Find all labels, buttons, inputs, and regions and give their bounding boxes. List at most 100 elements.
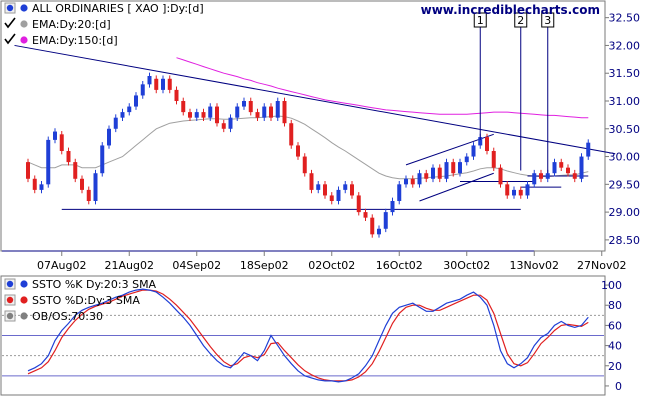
- candle-down: [356, 195, 361, 213]
- price-y-tick-label: 28.50: [609, 234, 641, 247]
- legend-label: EMA:Dy:150:[d]: [32, 34, 118, 47]
- x-tick-label: 04Sep02: [172, 259, 221, 272]
- candle-up: [343, 184, 348, 190]
- candle-down: [329, 195, 334, 201]
- candle-up: [140, 84, 145, 96]
- marker-label: 2: [517, 14, 524, 27]
- legend-color-dot: [20, 4, 28, 12]
- candle-up: [478, 137, 483, 146]
- legend-dot-icon: [6, 312, 14, 320]
- candle-down: [66, 151, 71, 163]
- candle-up: [579, 156, 584, 179]
- candle-up: [242, 101, 246, 107]
- x-tick-label: 27Nov02: [577, 259, 626, 272]
- candle-up: [235, 106, 240, 118]
- price-y-tick-label: 32.50: [609, 12, 641, 25]
- candle-up: [458, 162, 462, 174]
- candle-up: [100, 145, 105, 174]
- legend-color-dot: [20, 296, 28, 304]
- marker-label: 1: [477, 14, 484, 27]
- candle-down: [221, 123, 226, 129]
- candle-down: [269, 106, 273, 118]
- candle-up: [262, 106, 267, 118]
- candle-down: [350, 184, 354, 196]
- legend-color-dot: [20, 280, 28, 288]
- trendline: [419, 172, 494, 202]
- candle-up: [228, 117, 233, 129]
- stochastic-line: [27, 289, 589, 382]
- candle-up: [120, 112, 125, 118]
- price-legend: ALL ORDINARIES [ XAO ]:Dy:[d] EMA:Dy:20:[…: [4, 2, 204, 47]
- candle-down: [437, 167, 442, 179]
- candle-up: [316, 184, 321, 190]
- candle-up: [377, 228, 381, 235]
- legend-label: EMA:Dy:20:[d]: [32, 18, 111, 31]
- candle-up: [417, 173, 422, 185]
- legend-label: SSTO %D:Dy:3 SMA: [32, 294, 140, 307]
- price-x-ticks: 07Aug02 21Aug02 04Sep02 18Sep02 02Oct02 16Oct…: [37, 251, 626, 272]
- ema150-line: [176, 57, 589, 119]
- candle-up: [161, 78, 165, 90]
- legend-color-dot: [20, 20, 28, 28]
- stochastic-y-ticks: 0 20 40 60 80 100: [601, 279, 622, 393]
- candle-up: [586, 142, 591, 157]
- price-y-tick-label: 30.50: [609, 123, 641, 136]
- legend-label: SSTO %K Dy:20:3 SMA: [32, 278, 157, 291]
- check-icon[interactable]: [4, 33, 16, 45]
- legend-dot-icon: [6, 4, 14, 12]
- marker-box: [541, 12, 555, 28]
- candle-up: [39, 184, 44, 190]
- candle-down: [451, 162, 456, 174]
- candle-down: [86, 189, 91, 201]
- candle-up: [336, 189, 341, 201]
- candle-down: [255, 112, 260, 118]
- candle-down: [73, 162, 78, 179]
- candle-up: [134, 95, 138, 107]
- candle-down: [309, 173, 314, 190]
- candle-up: [107, 128, 111, 146]
- stochastic-legend: SSTO %K Dy:20:3 SMA SSTO %D:Dy:3 SMA OB/OS…: [4, 278, 157, 323]
- legend-color-dot: [20, 312, 28, 320]
- price-y-ticks: 28.50 29.00 29.50 30.00 30.50 31.00 31.50 32.00…: [605, 12, 640, 247]
- candle-up: [275, 101, 280, 118]
- price-y-tick-label: 29.00: [609, 206, 641, 219]
- candle-down: [572, 173, 577, 179]
- stochastic-y-tick-label: 0: [615, 380, 622, 393]
- stochastic-y-tick-label: 100: [601, 279, 622, 292]
- candle-down: [282, 101, 287, 124]
- candle-up: [471, 145, 476, 157]
- candle-up: [512, 189, 516, 196]
- x-tick-label: 21Aug02: [105, 259, 154, 272]
- candle-up: [431, 167, 435, 179]
- candle-down: [167, 78, 172, 90]
- candle-down: [174, 89, 179, 101]
- candle-up: [525, 184, 530, 196]
- stochastic-y-tick-label: 60: [608, 319, 622, 332]
- site-label: www.incrediblecharts.com: [421, 3, 600, 17]
- ema150-series: [176, 57, 589, 119]
- candle-up: [532, 173, 537, 185]
- candle-down: [302, 156, 307, 174]
- candle-down: [215, 106, 219, 124]
- candle-down: [32, 178, 37, 190]
- candle-down: [424, 173, 429, 179]
- candle-up: [113, 117, 118, 129]
- candle-up: [464, 156, 469, 163]
- candle-up: [127, 106, 132, 113]
- candle-up: [552, 162, 557, 174]
- candle-up: [545, 173, 550, 179]
- price-panel: 1 2 3 28.50 29.00 29.50 30.00 30.50 31.00 31.50 3…: [0, 0, 640, 272]
- candle-down: [559, 162, 564, 168]
- check-icon[interactable]: [4, 17, 16, 29]
- stochastic-series: [27, 288, 589, 383]
- candle-series: [26, 72, 591, 238]
- candle-down: [539, 173, 543, 179]
- candle-down: [498, 167, 503, 185]
- candle-up: [397, 184, 402, 201]
- legend-color-dot: [20, 36, 28, 44]
- candle-up: [383, 212, 388, 229]
- annotation-markers: 1 2 3: [473, 12, 555, 174]
- candle-down: [59, 134, 64, 151]
